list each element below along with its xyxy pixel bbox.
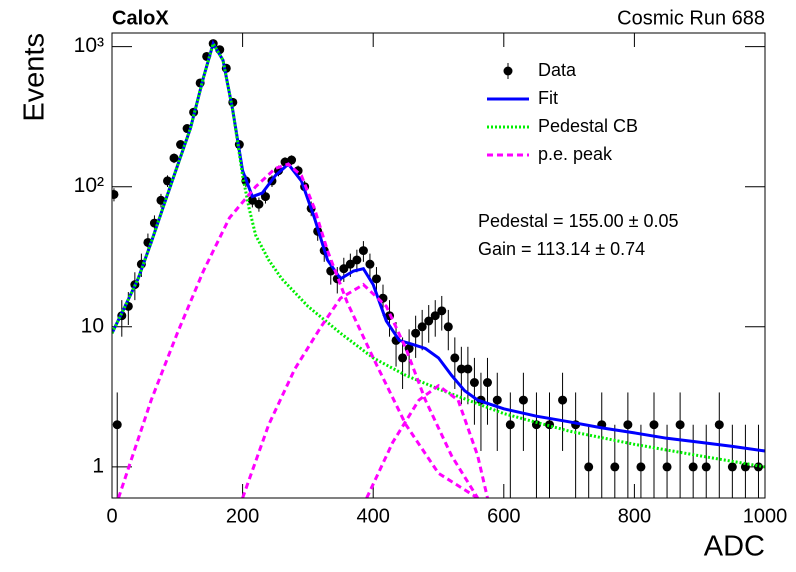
- data-point: [112, 189, 119, 199]
- annotation: Pedestal = 155.00 ± 0.05: [478, 211, 679, 231]
- data-point: [345, 259, 355, 269]
- data-point: [254, 199, 264, 209]
- x-axis-label: ADC: [704, 531, 765, 563]
- y-tick-label: 1: [92, 454, 104, 477]
- data-point: [112, 420, 122, 430]
- data-point: [469, 378, 479, 388]
- data-point: [753, 462, 763, 472]
- chart-subtitle: Cosmic Run 688: [617, 7, 765, 29]
- plot-frame: [111, 32, 766, 499]
- data-point: [701, 462, 711, 472]
- data-point: [411, 328, 421, 338]
- data-point: [398, 353, 408, 363]
- data-point: [371, 274, 381, 284]
- data-point: [352, 255, 362, 265]
- data-point: [492, 395, 502, 405]
- data-point: [649, 420, 659, 430]
- data-point: [623, 420, 633, 430]
- legend-label: p.e. peak: [538, 144, 613, 164]
- x-tick-label: 1000: [743, 505, 788, 527]
- y-tick-label: 10: [81, 314, 104, 337]
- series-dashed: [117, 162, 489, 498]
- data-point: [675, 420, 685, 430]
- data-point: [358, 246, 368, 256]
- legend-marker: [503, 66, 513, 76]
- data-point: [456, 364, 466, 374]
- data-point: [169, 153, 179, 163]
- data-point: [482, 378, 492, 388]
- legend-label: Pedestal CB: [538, 116, 638, 136]
- data-point: [430, 311, 440, 321]
- data-point: [505, 420, 515, 430]
- y-axis-label: Events: [19, 33, 51, 122]
- data-point: [727, 462, 737, 472]
- data-point: [688, 462, 698, 472]
- data-point: [287, 155, 297, 165]
- data-point: [584, 462, 594, 472]
- legend-label: Fit: [538, 88, 558, 108]
- data-point: [424, 316, 434, 326]
- data-point: [247, 195, 257, 205]
- data-point: [443, 322, 453, 332]
- chart-title: CaloX: [112, 7, 169, 29]
- data-point: [163, 176, 173, 186]
- data-point: [339, 264, 349, 274]
- annotation: Gain = 113.14 ± 0.74: [478, 239, 645, 259]
- data-point: [662, 462, 672, 472]
- curve: [117, 162, 489, 498]
- x-tick-label: 0: [106, 505, 117, 527]
- x-tick-label: 200: [226, 505, 259, 527]
- legend-label: Data: [538, 60, 577, 80]
- data-point: [558, 395, 568, 405]
- y-tick-label: 10²: [74, 174, 104, 197]
- data-point: [518, 395, 528, 405]
- data-point: [714, 420, 724, 430]
- data-point: [463, 364, 473, 374]
- data-point: [610, 462, 620, 472]
- data-point: [450, 353, 460, 363]
- data-point: [636, 462, 646, 472]
- x-tick-label: 400: [357, 505, 390, 527]
- x-tick-label: 600: [487, 505, 520, 527]
- data-point: [260, 192, 270, 202]
- data-point: [437, 306, 447, 316]
- y-tick-label: 10³: [74, 34, 104, 57]
- x-tick-label: 800: [618, 505, 651, 527]
- data-point: [531, 420, 541, 430]
- data-point: [365, 259, 375, 269]
- data-point: [417, 322, 427, 332]
